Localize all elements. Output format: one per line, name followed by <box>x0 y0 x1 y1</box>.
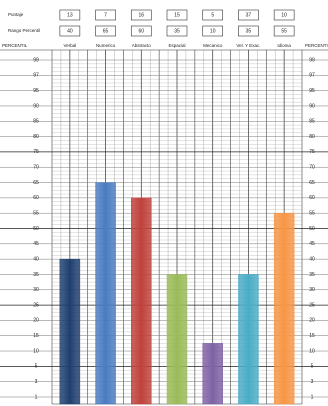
bar <box>59 258 81 405</box>
bar <box>95 182 116 405</box>
y-tick-label-right: 20 <box>309 318 315 324</box>
y-tick-label-right: 10 <box>309 348 315 354</box>
y-tick-label: 75 <box>33 149 39 155</box>
row-value: 16 <box>139 12 145 18</box>
row-value: 37 <box>246 12 252 18</box>
y-tick-label-right: 1 <box>311 394 314 400</box>
y-tick-label: 70 <box>33 165 39 171</box>
y-tick-label-right: 30 <box>309 287 315 293</box>
y-tick-label-right: 35 <box>309 272 315 278</box>
value-box <box>59 9 81 21</box>
y-tick-label-right: 80 <box>309 134 315 140</box>
y-tick-label-right: 60 <box>309 195 315 201</box>
value-box <box>95 25 116 37</box>
row-value: 55 <box>281 28 287 34</box>
row-value: 10 <box>281 12 287 18</box>
y-tick-label-right: 3 <box>311 379 314 385</box>
x-tick-label: Espacial <box>168 43 185 48</box>
value-box <box>238 9 259 21</box>
y-tick-label: 10 <box>33 348 39 354</box>
y-tick-label: 3 <box>35 379 38 385</box>
y-tick-label-right: 45 <box>309 241 315 247</box>
y-tick-label: 30 <box>33 287 39 293</box>
row-value: 10 <box>210 28 216 34</box>
y-tick-label: 1 <box>35 394 38 400</box>
row-value: 35 <box>174 28 180 34</box>
row-value: 5 <box>211 12 214 18</box>
x-tick-label: Verbal <box>63 43 76 48</box>
y-tick-label: 80 <box>33 134 39 140</box>
value-box <box>166 25 188 37</box>
y-tick-label: 20 <box>33 318 39 324</box>
y-tick-label-right: 55 <box>309 211 315 217</box>
row-label: Puntaje <box>8 12 24 17</box>
y-tick-label: 45 <box>33 241 39 247</box>
y-tick-label: 35 <box>33 272 39 278</box>
y-tick-label: 90 <box>33 103 39 109</box>
value-box <box>202 9 224 21</box>
y-tick-label-right: 40 <box>309 256 315 262</box>
y-tick-label-right: 5 <box>311 364 314 370</box>
row-value: 60 <box>139 28 145 34</box>
bar <box>166 274 188 405</box>
x-tick-label: Numerico <box>96 43 116 48</box>
row-value: 65 <box>103 28 109 34</box>
bar <box>202 343 223 405</box>
row-value: 13 <box>67 12 73 18</box>
value-box <box>238 25 259 37</box>
y-tick-label: 15 <box>33 333 39 339</box>
value-box <box>130 25 152 37</box>
y-axis-label: PERCENTIL <box>305 43 328 48</box>
y-tick-label-right: 90 <box>309 103 315 109</box>
y-tick-label-right: 70 <box>309 165 315 171</box>
y-tick-label: 55 <box>33 211 39 217</box>
y-tick-label-right: 99 <box>309 57 315 63</box>
row-value: 40 <box>67 28 73 34</box>
value-box <box>273 9 295 21</box>
bar <box>131 197 152 405</box>
x-tick-label: Mecanico <box>203 43 223 48</box>
row-value: 7 <box>104 12 107 18</box>
value-box <box>166 9 188 21</box>
y-tick-label-right: 50 <box>309 226 315 232</box>
y-tick-label-right: 65 <box>309 180 315 186</box>
value-box <box>95 9 116 21</box>
bar <box>273 212 295 405</box>
x-tick-label: Idioma <box>277 43 291 48</box>
y-tick-label: 97 <box>33 73 39 79</box>
y-axis-label: PERCENTIL <box>2 43 28 48</box>
y-tick-label-right: 97 <box>309 73 315 79</box>
y-tick-label: 85 <box>33 119 39 125</box>
y-tick-label-right: 25 <box>309 302 315 308</box>
x-tick-label: Vel. Y Exac. <box>236 43 260 48</box>
value-box <box>202 25 224 37</box>
y-tick-label-right: 95 <box>309 88 315 94</box>
y-tick-label-right: 75 <box>309 149 315 155</box>
x-tick-label: Abstracto <box>132 43 152 48</box>
y-tick-label-right: 15 <box>309 333 315 339</box>
bar <box>238 274 259 405</box>
y-tick-label: 5 <box>35 364 38 370</box>
value-box <box>59 25 81 37</box>
y-tick-label: 40 <box>33 256 39 262</box>
y-tick-label: 99 <box>33 57 39 63</box>
value-box <box>130 9 152 21</box>
y-tick-label: 25 <box>33 302 39 308</box>
y-tick-label: 50 <box>33 226 39 232</box>
y-tick-label: 65 <box>33 180 39 186</box>
value-box <box>273 25 295 37</box>
y-tick-label: 95 <box>33 88 39 94</box>
row-label: Rango Percentil <box>8 28 40 33</box>
row-value: 35 <box>246 28 252 34</box>
row-value: 15 <box>174 12 180 18</box>
y-tick-label: 60 <box>33 195 39 201</box>
y-tick-label-right: 85 <box>309 119 315 125</box>
